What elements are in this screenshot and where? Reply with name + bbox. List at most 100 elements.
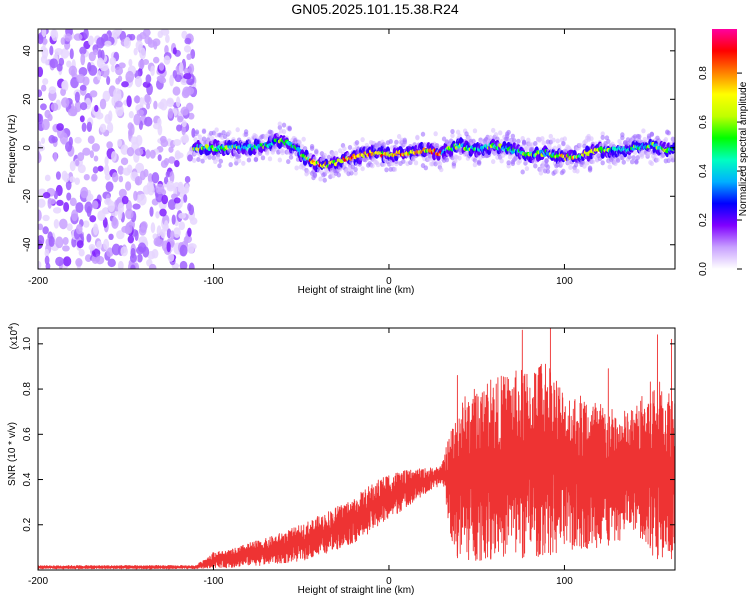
heatmap-cell [55,171,61,180]
heatmap-cell [507,154,513,160]
heatmap-cell [150,65,155,77]
x-tick-label: -100 [203,276,223,287]
x-tick-label: 100 [556,276,573,287]
heatmap-cell [157,101,165,110]
heatmap-cell [144,93,151,104]
heatmap-cell [161,194,169,205]
heatmap-cell [607,164,612,170]
y-tick-label: 0.8 [22,382,33,396]
heatmap-cell [166,184,175,192]
heatmap-cell [568,164,573,170]
heatmap-cell [554,168,559,174]
spectrogram-x-label: Height of straight line (km) [298,285,415,296]
heatmap-cell [38,113,44,125]
heatmap-cell [83,29,89,40]
heatmap-cell [55,236,64,249]
heatmap-cell [538,170,544,176]
heatmap-cell [267,156,273,162]
heatmap-cell [38,260,42,269]
spectrogram-frame [37,28,676,270]
heatmap-cell [133,47,138,56]
heatmap-cell [178,221,186,231]
heatmap-cell [42,226,49,235]
heatmap-cell [147,173,153,184]
heatmap-cell [87,135,95,145]
heatmap-cell [163,176,169,185]
heatmap-cell [44,174,51,182]
heatmap-cell [201,129,207,135]
heatmap-cell [48,86,57,94]
heatmap-cell [600,131,605,137]
y-tick-label: 0.6 [22,427,33,441]
snr-scale-suffix: ) [9,323,20,326]
heatmap-cell [96,37,105,49]
heatmap-cell [227,130,232,136]
heatmap-cell [149,149,156,159]
heatmap-cell [96,240,103,251]
heatmap-cell [116,230,125,240]
heatmap-cell [641,128,646,134]
heatmap-cell [133,113,141,126]
heatmap-cell [491,159,496,165]
x-tick-label: 0 [386,276,392,287]
x-tick-label: -200 [28,576,48,587]
heatmap-cell [656,138,662,144]
heatmap-cell [333,150,339,156]
heatmap-cell [401,158,406,164]
heatmap-cell [106,122,114,134]
heatmap-cell [71,209,79,222]
heatmap-cell [336,172,341,178]
heatmap-cell [491,127,496,133]
heatmap-cell [297,140,302,146]
heatmap-cell [103,164,110,176]
heatmap-cell [600,160,605,166]
heatmap-cell [544,158,549,164]
heatmap-cell [375,162,381,168]
heatmap-cell [235,127,240,133]
heatmap-cell [253,134,259,140]
heatmap-cell [69,176,76,183]
heatmap-cell [53,218,60,229]
heatmap-cell [125,208,134,220]
heatmap-cell [92,223,99,236]
heatmap-cell [78,67,88,77]
heatmap-cell [533,141,538,147]
heatmap-cell [243,129,249,135]
heatmap-cell [126,147,135,157]
heatmap-cell [128,58,133,67]
heatmap-cell [499,158,504,164]
snr-line [38,328,675,570]
heatmap-cell [55,256,64,267]
heatmap-cell [634,158,639,164]
heatmap-cell [104,156,109,166]
heatmap-cell [49,45,54,56]
spectrogram-y-label: Frequency (Hz) [7,115,18,184]
heatmap-cell [68,65,78,76]
heatmap-cell [264,150,270,156]
snr-scale-label: (x104) [8,323,20,350]
heatmap-cell [106,141,113,149]
heatmap-cell [151,248,159,259]
heatmap-cell [175,96,181,108]
heatmap-cell [541,140,546,146]
heatmap-cell [66,192,72,201]
heatmap-cell [171,214,176,225]
heatmap-cell [139,32,147,40]
snr-scale-prefix: (x10 [9,329,20,349]
heatmap-cell [402,137,407,143]
colorbar-gradient [712,29,737,269]
heatmap-cell [74,91,80,103]
heatmap-cell [118,188,127,198]
heatmap-cell [38,89,43,98]
heatmap-cell [62,256,72,267]
heatmap-cell [510,133,516,139]
heatmap-cell [62,245,70,252]
heatmap-cell [69,48,74,60]
heatmap-cell [41,29,47,38]
heatmap-cell [66,60,72,68]
heatmap-cell [110,64,116,73]
heatmap-cell [294,165,299,171]
heatmap-cell [281,122,287,128]
heatmap-cell [168,156,176,164]
